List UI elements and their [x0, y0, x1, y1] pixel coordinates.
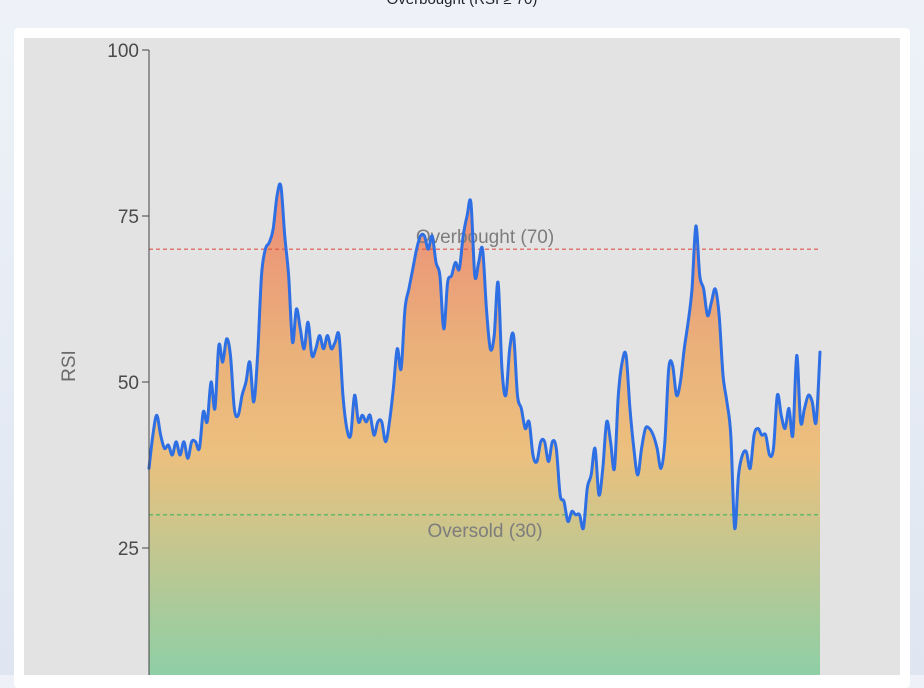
y-tick-label-100: 100 [107, 41, 139, 62]
y-tick-label-25: 25 [118, 539, 139, 560]
y-tick-label-75: 75 [118, 207, 139, 228]
oversold-label: Oversold (30) [427, 521, 542, 542]
overbought-caption: Overbought (RSI ≥ 70) [0, 0, 924, 8]
rsi-line [147, 182, 822, 531]
overbought-label: Overbought (70) [416, 227, 554, 248]
y-tick-label-50: 50 [118, 373, 139, 394]
rsi-area [149, 183, 820, 675]
y-axis-title: RSI [59, 350, 80, 382]
